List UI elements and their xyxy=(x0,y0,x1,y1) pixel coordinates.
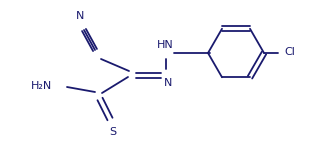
Text: HN: HN xyxy=(156,40,173,50)
Text: N: N xyxy=(164,78,172,88)
Text: S: S xyxy=(110,127,116,137)
Text: N: N xyxy=(76,11,84,21)
Text: Cl: Cl xyxy=(285,47,295,57)
Text: H₂N: H₂N xyxy=(31,81,52,91)
